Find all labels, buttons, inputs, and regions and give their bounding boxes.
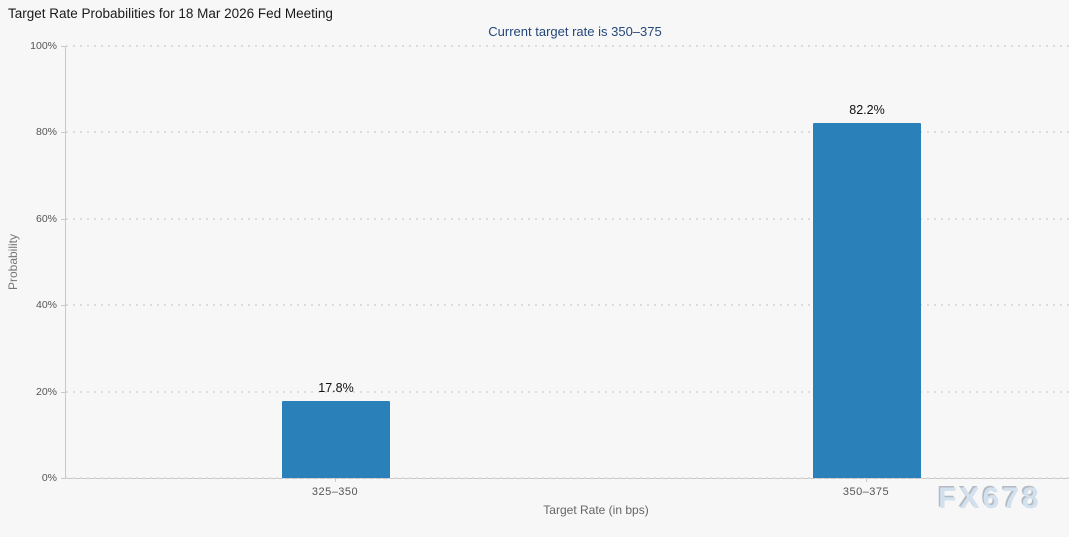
- x-axis-title: Target Rate (in bps): [543, 503, 649, 517]
- y-tick-label-0: 0%: [41, 472, 57, 484]
- bar-value-label-1: 17.8%: [318, 381, 354, 396]
- y-tick-label-20: 20%: [35, 385, 57, 398]
- y-tick-label-40: 40%: [35, 299, 57, 312]
- chart-title: Target Rate Probabilities for 18 Mar 202…: [8, 6, 333, 21]
- gridline-60: [66, 217, 1069, 220]
- plot-area: 17.8% 82.2%: [65, 45, 1069, 479]
- bar-1: [282, 401, 390, 478]
- gridline-40: [66, 304, 1069, 307]
- y-tick-mark-100: [61, 46, 65, 47]
- bar-2: [813, 122, 921, 478]
- x-tick-label-2: 350–375: [842, 486, 890, 498]
- y-tick-label-80: 80%: [35, 126, 57, 139]
- y-tick-mark-80: [61, 132, 65, 134]
- gridline-20: [66, 390, 1069, 393]
- bar-value-label-2: 82.2%: [849, 102, 885, 117]
- gridline-100: [66, 45, 1069, 47]
- chart-subtitle: Current target rate is 350–375: [488, 24, 662, 39]
- x-tick-mark-2: [866, 478, 867, 482]
- fx678-watermark: FX678: [938, 482, 1042, 515]
- y-tick-mark-20: [61, 391, 65, 393]
- y-tick-mark-60: [61, 218, 65, 220]
- y-tick-label-60: 60%: [35, 212, 57, 225]
- x-tick-label-1: 325–350: [311, 486, 359, 498]
- y-tick-mark-0: [61, 478, 65, 479]
- y-axis-title: Probability: [6, 233, 20, 291]
- gridline-0: [66, 477, 1069, 479]
- x-tick-mark-1: [335, 478, 336, 482]
- y-tick-label-100: 100%: [30, 40, 57, 52]
- gridline-80: [66, 131, 1069, 134]
- y-tick-mark-40: [61, 305, 65, 307]
